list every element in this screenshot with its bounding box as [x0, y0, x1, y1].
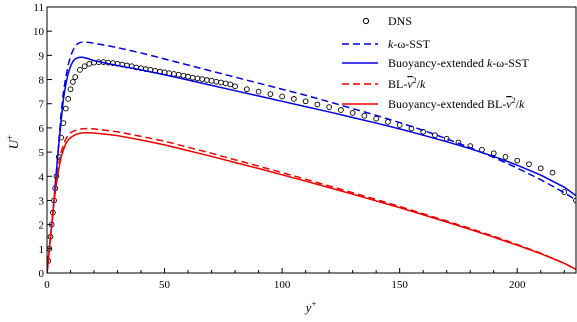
legend-sst-label: k-ω-SST: [388, 37, 431, 51]
y-tick-label: 1: [39, 244, 45, 256]
legend-dns-label: DNS: [388, 14, 412, 28]
y-tick-label: 8: [39, 75, 45, 87]
series-dns: [47, 59, 576, 264]
y-tick-label: 11: [33, 2, 44, 14]
dns-point: [349, 110, 356, 116]
x-axis-label-base: y: [304, 300, 312, 315]
y-axis: 0 1 2 3 4 5 6 7 8 9 10 11: [33, 2, 52, 280]
legend-sst-rest: -ω-SST: [393, 37, 430, 51]
x-axis-label-sup: +: [311, 299, 316, 309]
dns-point: [291, 96, 297, 102]
legend-bbl-sup: 2: [512, 96, 516, 105]
x-axis-label: y+: [304, 299, 317, 315]
plot-frame: [46, 6, 577, 274]
legend-bbl-k: k: [519, 97, 525, 111]
dns-point: [373, 115, 380, 122]
dns-point: [338, 107, 344, 113]
y-tick-label: 2: [39, 220, 45, 232]
dns-point: [81, 63, 88, 70]
legend-bl-sup: 2: [413, 76, 417, 85]
legend-bbl-slash: /: [516, 97, 520, 111]
y-tick-label: 5: [39, 147, 45, 159]
dns-point: [420, 128, 427, 135]
dns-point: [77, 67, 83, 73]
dns-point: [514, 157, 521, 164]
legend-bl-v: v: [407, 77, 413, 91]
legend-bl-label: BL-v2/k: [388, 76, 426, 91]
dns-point: [361, 112, 368, 119]
dns-point: [243, 86, 250, 93]
y-axis-label: U+: [5, 135, 21, 149]
y-axis-label-base: U: [6, 138, 21, 149]
dns-point: [227, 81, 234, 88]
y-tick-label: 6: [39, 123, 45, 135]
series-line-3: [47, 127, 576, 273]
legend-bsst-k: k: [487, 56, 493, 70]
dns-point: [267, 91, 274, 97]
legend-bsst-label: Buoyancy-extended k-ω-SST: [388, 56, 530, 70]
x-tick-label: 150: [391, 279, 408, 291]
series-line-4: [47, 131, 576, 273]
legend-bl-slash: /: [417, 77, 421, 91]
dns-point: [302, 98, 309, 105]
dns-point: [326, 104, 332, 110]
y-tick-label: 9: [39, 50, 45, 62]
dns-point: [502, 154, 509, 160]
legend: DNS k-ω-SST Buoyancy-extended k-ω-SST BL…: [342, 14, 530, 111]
legend-bl-pre: BL-: [388, 77, 407, 91]
y-tick-label: 10: [33, 26, 45, 38]
dns-point: [526, 161, 532, 168]
dns-point: [279, 93, 285, 100]
dns-point: [255, 88, 262, 95]
x-tick-label: 200: [509, 279, 526, 291]
dns-point: [65, 96, 72, 102]
y-tick-label: 3: [39, 195, 45, 207]
dns-point: [549, 169, 556, 176]
x-tick-label: 50: [159, 279, 171, 291]
series-layer: [47, 41, 576, 273]
x-axis: 0 50 100 150 200: [44, 268, 565, 291]
dns-point: [314, 101, 321, 108]
legend-bbl-label: Buoyancy-extended BL-v2/k: [388, 96, 525, 111]
dns-point: [62, 105, 69, 112]
legend-bbl-pre: Buoyancy-extended BL-: [388, 97, 506, 111]
x-tick-label: 100: [274, 279, 291, 291]
y-tick-label: 0: [39, 268, 45, 280]
legend-sst-k: k: [388, 37, 394, 51]
legend-bbl-v: v: [506, 97, 512, 111]
dns-point: [232, 83, 238, 90]
dns-point: [70, 79, 76, 85]
y-tick-label: 7: [39, 99, 45, 111]
x-tick-label: 0: [44, 279, 50, 291]
series-line-2: [47, 56, 576, 273]
legend-bsst-rest: -ω-SST: [492, 56, 529, 70]
dns-point: [72, 74, 79, 80]
y-axis-label-sup: +: [5, 135, 15, 140]
dns-point: [537, 165, 544, 172]
series-line-1: [47, 41, 576, 273]
legend-bsst-pre: Buoyancy-extended: [388, 56, 487, 70]
plot-area: [47, 41, 576, 273]
legend-dns-marker: [362, 17, 370, 25]
dns-point: [67, 86, 74, 93]
legend-bl-k: k: [420, 77, 426, 91]
y-tick-label: 4: [39, 171, 45, 183]
